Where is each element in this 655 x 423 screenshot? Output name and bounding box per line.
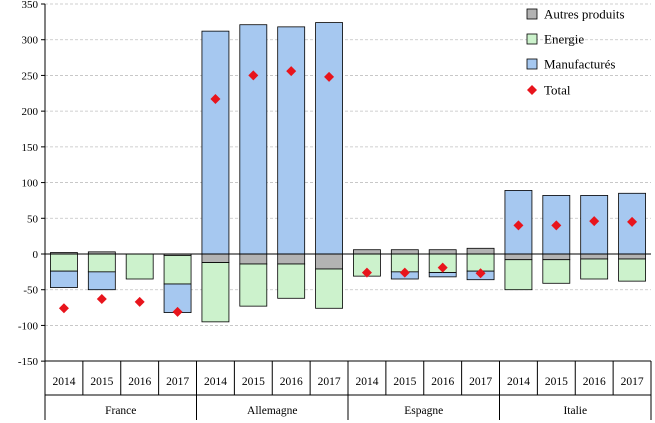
y-tick-label: -150 bbox=[18, 356, 39, 368]
x-year-label: 2015 bbox=[545, 376, 568, 388]
bar-segment-autres-produits-13 bbox=[542, 253, 571, 261]
bar-segment-autres-produits-7 bbox=[315, 253, 343, 270]
bar-segment-energie-12 bbox=[504, 259, 533, 291]
x-year-label: 2014 bbox=[204, 376, 227, 388]
bar-segment-energie-14 bbox=[580, 258, 609, 280]
bar-segment-autres-produits-8 bbox=[353, 249, 381, 255]
bar-segment-manufactur-s-1 bbox=[87, 271, 116, 291]
x-year-label: 2016 bbox=[280, 376, 303, 388]
y-tick-label: 0 bbox=[33, 249, 39, 261]
x-year-label: 2016 bbox=[431, 376, 454, 388]
bar-segment-autres-produits-12 bbox=[504, 253, 533, 261]
y-tick-label: 150 bbox=[22, 142, 39, 154]
y-tick-label: 300 bbox=[22, 35, 39, 47]
bar-segment-energie-6 bbox=[277, 263, 306, 299]
total-markers bbox=[58, 66, 638, 317]
bar-segment-autres-produits-5 bbox=[239, 253, 268, 265]
legend-label-manufactur-s: Manufacturés bbox=[544, 57, 615, 72]
total-marker bbox=[324, 71, 335, 82]
legend-label-autres-produits: Autres produits bbox=[544, 7, 625, 22]
total-marker bbox=[134, 296, 145, 307]
bar-segment-energie-1 bbox=[87, 253, 116, 273]
legend-swatch-energie bbox=[526, 33, 538, 45]
total-marker bbox=[58, 303, 69, 314]
y-tick-label: -100 bbox=[18, 320, 39, 332]
total-marker bbox=[475, 268, 486, 279]
bar-segment-manufactur-s-6 bbox=[277, 26, 306, 255]
total-marker bbox=[437, 262, 448, 273]
total-marker bbox=[589, 216, 600, 227]
x-year-label: 2015 bbox=[393, 376, 416, 388]
bar-segment-energie-13 bbox=[542, 259, 571, 284]
bar-segment-energie-5 bbox=[239, 263, 268, 307]
total-marker bbox=[551, 220, 562, 231]
bar-segment-autres-produits-9 bbox=[390, 249, 419, 255]
total-marker bbox=[248, 70, 259, 81]
total-marker bbox=[361, 267, 372, 278]
bar-segment-energie-2 bbox=[125, 253, 154, 280]
bar-segment-autres-produits-15 bbox=[618, 253, 646, 260]
legend: Autres produits Energie Manufacturés Total bbox=[526, 7, 625, 98]
total-marker bbox=[399, 267, 410, 278]
x-year-label: 2014 bbox=[507, 376, 530, 388]
bar-segment-energie-4 bbox=[201, 262, 230, 323]
y-gridlines bbox=[45, 3, 651, 362]
bar-segment-energie-7 bbox=[315, 268, 343, 309]
bar-segment-energie-15 bbox=[618, 258, 646, 282]
x-year-label: 2016 bbox=[583, 376, 606, 388]
y-tick-label: 250 bbox=[22, 70, 39, 82]
y-tick-label: 350 bbox=[22, 0, 39, 11]
total-marker bbox=[210, 94, 221, 104]
legend-label-total: Total bbox=[544, 83, 571, 98]
total-marker bbox=[172, 306, 183, 317]
bar-segment-energie-0 bbox=[50, 253, 78, 272]
bar-segment-autres-produits-6 bbox=[277, 253, 306, 265]
x-year-label: 2017 bbox=[621, 376, 644, 388]
bar-segment-autres-produits-4 bbox=[201, 253, 230, 263]
total-marker bbox=[513, 220, 524, 231]
total-marker bbox=[286, 66, 297, 77]
bar-segment-autres-produits-14 bbox=[580, 253, 609, 260]
group-label-espagne: Espagne bbox=[404, 405, 443, 417]
y-tick-label: 100 bbox=[22, 178, 39, 190]
bar-segment-manufactur-s-10 bbox=[428, 272, 457, 278]
legend-marker-total bbox=[527, 85, 537, 95]
x-year-label: 2017 bbox=[469, 376, 492, 388]
total-marker bbox=[96, 294, 107, 304]
legend-swatch-autres-produits bbox=[526, 8, 538, 20]
bar-segment-manufactur-s-5 bbox=[239, 24, 268, 255]
bar-segment-manufactur-s-0 bbox=[50, 270, 78, 288]
x-year-label: 2016 bbox=[128, 376, 151, 388]
x-year-label: 2014 bbox=[52, 376, 75, 388]
bar-segment-manufactur-s-4 bbox=[201, 30, 230, 255]
legend-label-energie: Energie bbox=[544, 32, 584, 47]
x-labels: 2014 2015 2016 2017 2014 2015 2016 2017 2014 2015… bbox=[44, 361, 652, 420]
x-year-label: 2015 bbox=[242, 376, 265, 388]
y-tick-labels: -150 -100 -50 0 50 100 150 200 250 300 350 bbox=[18, 0, 45, 368]
legend-swatch-manufactur-s bbox=[526, 58, 538, 70]
group-label-italie: Italie bbox=[563, 405, 587, 417]
bar-segment-autres-produits-11 bbox=[466, 247, 495, 255]
bar-segment-energie-3 bbox=[163, 255, 192, 285]
x-year-label: 2014 bbox=[355, 376, 378, 388]
y-tick-label: 50 bbox=[27, 213, 39, 225]
x-year-label: 2017 bbox=[166, 376, 189, 388]
bar-segment-autres-produits-10 bbox=[428, 249, 457, 255]
bar-segment-manufactur-s-7 bbox=[315, 22, 343, 255]
x-year-label: 2017 bbox=[318, 376, 341, 388]
group-label-france: France bbox=[105, 405, 136, 417]
y-tick-label: 200 bbox=[22, 106, 39, 118]
group-label-allemagne: Allemagne bbox=[247, 405, 297, 417]
y-tick-label: -50 bbox=[23, 285, 38, 297]
total-marker bbox=[627, 216, 638, 227]
x-year-label: 2015 bbox=[90, 376, 113, 388]
